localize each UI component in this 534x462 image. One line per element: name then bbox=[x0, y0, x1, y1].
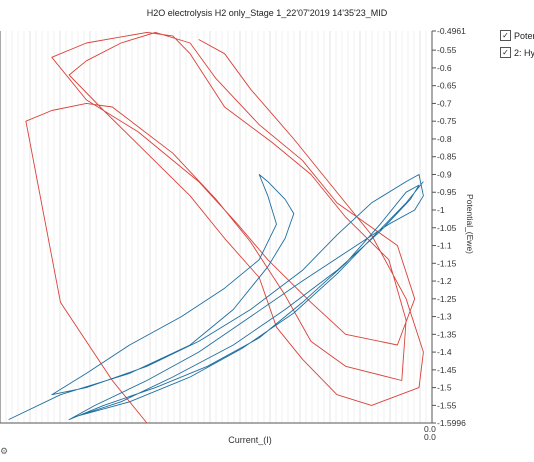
y-tick-label: -0.85 bbox=[437, 152, 457, 162]
x-axis-title: Current_(I) bbox=[228, 435, 272, 445]
y-tick-label: -0.95 bbox=[437, 187, 457, 197]
series-layer bbox=[8, 31, 424, 424]
legend-label: Poter bbox=[514, 30, 534, 41]
y-tick-label: -1.5 bbox=[437, 383, 452, 393]
y-tick-label: -0.75 bbox=[437, 116, 457, 126]
y-tick-label: -1.4 bbox=[437, 347, 452, 357]
chart-title: H2O electrolysis H2 only_Stage 1_22'07'2… bbox=[146, 8, 388, 18]
legend-item-hy[interactable]: ✓ 2: Hy bbox=[500, 44, 534, 61]
checkbox-icon[interactable]: ✓ bbox=[500, 47, 511, 58]
x-tick-label: 0.0 bbox=[424, 432, 436, 442]
y-tick-label: -1.25 bbox=[437, 294, 457, 304]
y-tick-label: -1.3 bbox=[437, 312, 452, 322]
right-y-axis: -0.4961 -0.55 -0.6 -0.65 -0.7 -0.75 -0.8 -0.85 -… bbox=[0, 26, 466, 428]
series-line-2 bbox=[8, 174, 424, 421]
x-tick-label: 0.0 bbox=[424, 424, 436, 434]
legend-label: 2: Hy bbox=[514, 47, 534, 58]
checkbox-icon[interactable]: ✓ bbox=[500, 30, 511, 41]
y-tick-label: -1 bbox=[437, 205, 445, 215]
vertical-grid bbox=[0, 31, 433, 423]
y-tick-label: -1.1 bbox=[437, 241, 452, 251]
y-axis-title: Potential_(Ewe) bbox=[465, 194, 475, 254]
y-tick-label: -1.55 bbox=[437, 400, 457, 410]
legend: ✓ Poter ✓ 2: Hy bbox=[500, 27, 534, 61]
y-tick-label: -1.45 bbox=[437, 365, 457, 375]
y-tick-label: -0.6 bbox=[437, 63, 452, 73]
legend-item-potential[interactable]: ✓ Poter bbox=[500, 27, 534, 44]
y-tick-label: -1.05 bbox=[437, 223, 457, 233]
series-line-1 bbox=[25, 31, 424, 424]
y-tick-label: -1.2 bbox=[437, 276, 452, 286]
y-tick-label: -0.65 bbox=[437, 81, 457, 91]
y-tick-label: -1.15 bbox=[437, 258, 457, 268]
y-tick-label: -0.7 bbox=[437, 98, 452, 108]
y-tick-label: -1.5996 bbox=[437, 418, 466, 428]
y-tick-label: -0.4961 bbox=[437, 26, 466, 36]
y-tick-label: -0.55 bbox=[437, 45, 457, 55]
y-tick-label: -0.8 bbox=[437, 134, 452, 144]
settings-icon[interactable]: ⚙ bbox=[0, 446, 9, 456]
y-tick-label: -0.9 bbox=[437, 169, 452, 179]
y-tick-label: -1.35 bbox=[437, 329, 457, 339]
